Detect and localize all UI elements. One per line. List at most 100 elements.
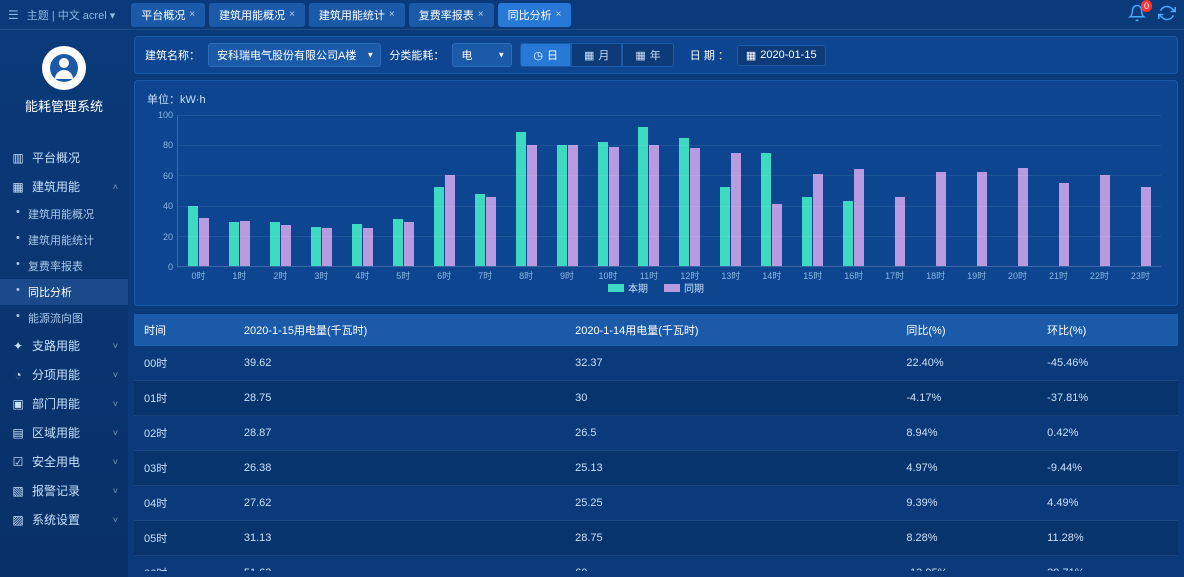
tab-1[interactable]: 建筑用能概况× — [209, 3, 305, 27]
date-input[interactable]: ▦ 2020-01-15 — [737, 45, 826, 66]
x-label: 9时 — [560, 269, 574, 282]
category-select[interactable]: 电 ▼ — [452, 43, 512, 67]
legend-label: 同期 — [684, 280, 704, 295]
logo-block: 能耗管理系统 — [0, 30, 128, 123]
table-cell: 26.5 — [565, 416, 896, 451]
bar — [843, 201, 853, 266]
table-cell: 06时 — [134, 556, 234, 572]
bar — [1018, 168, 1028, 266]
theme-lang[interactable]: 主题 | 中文 acrel ▾ — [27, 7, 115, 23]
chevron-down-icon: ˅ — [113, 486, 118, 496]
chevron-down-icon: ˅ — [113, 457, 118, 467]
bar — [720, 187, 730, 266]
tab-label: 建筑用能统计 — [319, 7, 385, 23]
bar — [802, 197, 812, 266]
y-axis: 020406080100 — [147, 115, 175, 267]
side-nav: ▥平台概况▦建筑用能˄建筑用能概况建筑用能统计复费率报表同比分析能源流向图✦支路… — [0, 143, 128, 534]
bar-group: 19时 — [956, 115, 997, 266]
sub-item-1-1[interactable]: 建筑用能统计 — [0, 227, 128, 253]
bar — [475, 194, 485, 266]
close-icon[interactable]: × — [478, 9, 484, 20]
chevron-down-icon: ▼ — [497, 51, 505, 60]
bar — [598, 142, 608, 266]
x-label: 0时 — [191, 269, 205, 282]
table-th: 2020-1-15用电量(千瓦时) — [234, 314, 565, 346]
tab-0[interactable]: 平台概况 × — [131, 3, 205, 27]
sub-item-1-0[interactable]: 建筑用能概况 — [0, 201, 128, 227]
sub-item-1-2[interactable]: 复费率报表 — [0, 253, 128, 279]
chart-area: 020406080100 0时1时2时3时4时5时6时7时8时9时10时11时1… — [147, 115, 1165, 295]
refresh-icon[interactable] — [1158, 4, 1176, 25]
bar — [690, 148, 700, 266]
x-label: 18时 — [926, 269, 945, 282]
bar-group: 4时 — [342, 115, 383, 266]
nav-item-6[interactable]: ☑安全用电˅ — [0, 447, 128, 476]
close-icon[interactable]: × — [389, 9, 395, 20]
y-tick: 100 — [158, 110, 173, 120]
nav-icon: ◔ — [10, 368, 26, 382]
bar — [854, 169, 864, 266]
sub-item-1-3[interactable]: 同比分析 — [0, 279, 128, 305]
period-btn-0[interactable]: ◷日 — [520, 43, 571, 67]
period-btn-1[interactable]: ▦月 — [571, 43, 622, 67]
chevron-down-icon: ˅ — [113, 370, 118, 380]
x-label: 14时 — [762, 269, 781, 282]
table-cell: 28.87 — [234, 416, 565, 451]
nav-item-7[interactable]: ▧报警记录˅ — [0, 476, 128, 505]
legend: 本期 同期 — [608, 280, 704, 295]
grid-line — [178, 175, 1161, 176]
bar — [434, 187, 444, 266]
building-select[interactable]: 安科瑞电气股份有限公司A楼 ▼ — [208, 43, 381, 67]
sidebar: 能耗管理系统 ▥平台概况▦建筑用能˄建筑用能概况建筑用能统计复费率报表同比分析能… — [0, 30, 128, 577]
table-th: 2020-1-14用电量(千瓦时) — [565, 314, 896, 346]
legend-item: 本期 — [608, 280, 648, 295]
date-value: 2020-01-15 — [760, 49, 816, 61]
nav-label: 报警记录 — [32, 482, 80, 499]
nav-label: 支路用能 — [32, 337, 80, 354]
bar — [1141, 187, 1151, 266]
tab-2[interactable]: 建筑用能统计 × — [309, 3, 405, 27]
bar — [311, 227, 321, 266]
x-label: 19时 — [967, 269, 986, 282]
period-label: 日 — [547, 47, 558, 63]
calendar-icon: ▦ — [635, 49, 645, 62]
nav-item-5[interactable]: ▤区域用能˅ — [0, 418, 128, 447]
table-cell: 03时 — [134, 451, 234, 486]
bar — [679, 138, 689, 266]
tab-3[interactable]: 复费率报表× — [409, 3, 494, 27]
close-icon[interactable]: × — [289, 9, 295, 20]
bell-icon[interactable]: 0 — [1128, 4, 1146, 25]
grid-line — [178, 145, 1161, 146]
nav-label: 分项用能 — [32, 366, 80, 383]
nav-label: 安全用电 — [32, 453, 80, 470]
x-label: 3时 — [314, 269, 328, 282]
nav-item-8[interactable]: ▨系统设置˅ — [0, 505, 128, 534]
tab-4[interactable]: 同比分析× — [498, 3, 572, 27]
x-label: 23时 — [1131, 269, 1150, 282]
table-cell: 8.94% — [896, 416, 1037, 451]
x-label: 6时 — [437, 269, 451, 282]
nav-item-0[interactable]: ▥平台概况 — [0, 143, 128, 172]
nav-item-3[interactable]: ◔ 分项用能 ˅ — [0, 360, 128, 389]
close-icon[interactable]: × — [556, 9, 562, 20]
close-icon[interactable]: × — [189, 9, 195, 20]
bar — [486, 197, 496, 266]
bar-group: 0时 — [178, 115, 219, 266]
y-tick: 80 — [163, 140, 173, 150]
sub-item-1-4[interactable]: 能源流向图 — [0, 305, 128, 331]
bar — [516, 132, 526, 266]
bar-group: 20时 — [997, 115, 1038, 266]
nav-icon: ▥ — [10, 151, 26, 165]
table-row: 06时51.6360-13.95%39.71% — [134, 556, 1178, 572]
nav-item-1[interactable]: ▦建筑用能˄ — [0, 172, 128, 201]
chevron-down-icon: ˄ — [113, 182, 118, 192]
period-btn-2[interactable]: ▦年 — [622, 43, 673, 67]
category-value: 电 — [461, 50, 472, 62]
nav-icon: ▣ — [10, 397, 26, 411]
table-cell: 4.49% — [1037, 486, 1178, 521]
bar-group: 8时 — [506, 115, 547, 266]
nav-item-4[interactable]: ▣部门用能˅ — [0, 389, 128, 418]
hamburger-icon[interactable]: ☰ — [8, 8, 19, 22]
nav-item-2[interactable]: ✦支路用能˅ — [0, 331, 128, 360]
tab-label: 平台概况 — [141, 7, 185, 23]
